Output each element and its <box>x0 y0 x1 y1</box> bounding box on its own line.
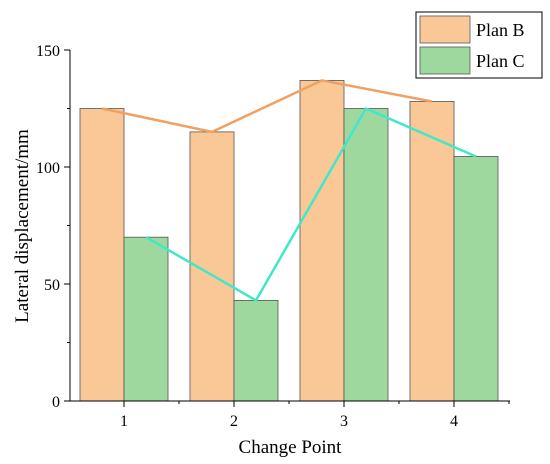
bar-plan-b-1 <box>79 108 125 402</box>
legend-label-plan-b: Plan B <box>476 20 525 40</box>
legend-swatch-plan-c <box>419 46 471 75</box>
y-tick-label: 150 <box>36 43 60 60</box>
bar-plan-c-2 <box>233 299 279 402</box>
y-tick-label: 50 <box>44 277 60 294</box>
x-tick-label: 2 <box>230 413 238 430</box>
x-ticks: 1 2 3 4 <box>120 401 510 430</box>
y-tick-label: 100 <box>36 160 60 177</box>
trend-line-plan-c <box>145 107 477 302</box>
y-ticks: 0 50 100 150 <box>36 43 70 411</box>
x-tick-label: 4 <box>450 413 458 430</box>
trend-lines-layer <box>101 79 477 302</box>
legend-swatch-plan-b <box>419 15 471 44</box>
legend-label-plan-c: Plan C <box>476 51 525 71</box>
bar-plan-b-3 <box>299 80 345 402</box>
trend-line-plan-b <box>101 79 433 134</box>
bar-plan-c-4 <box>453 156 499 402</box>
y-tick-label: 0 <box>52 394 60 411</box>
x-tick-label: 1 <box>120 413 128 430</box>
bar-plan-b-4 <box>409 101 455 402</box>
x-tick-label: 3 <box>340 413 348 430</box>
x-axis-title: Change Point <box>239 437 343 458</box>
bar-plan-c-1 <box>123 236 169 402</box>
y-axis-title: Lateral displacement/mm <box>12 129 33 323</box>
legend: Plan B Plan C <box>415 11 543 79</box>
bar-plan-c-3 <box>343 108 389 402</box>
bars-layer <box>79 80 499 402</box>
